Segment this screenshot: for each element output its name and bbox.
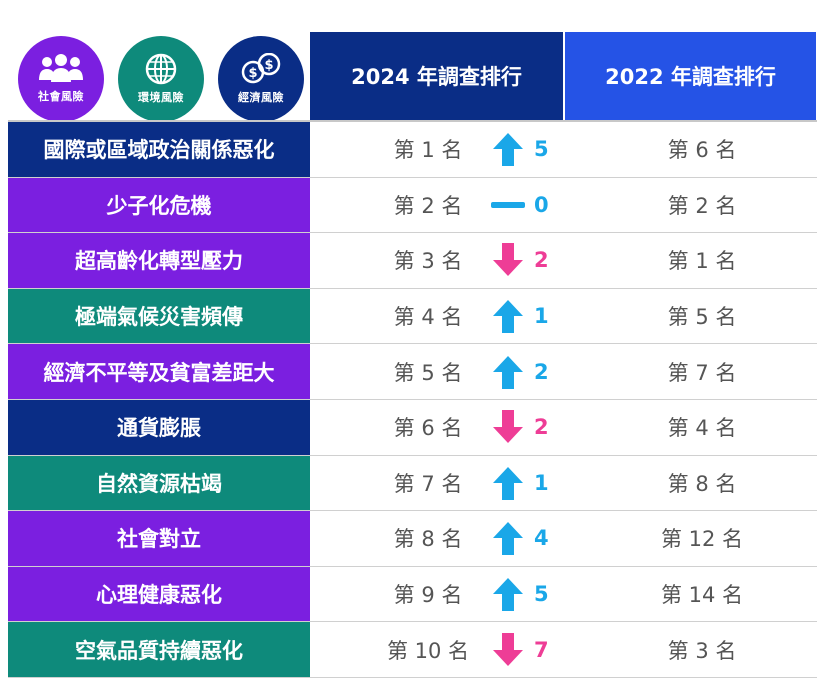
- arrow-up-icon: [488, 289, 528, 344]
- risk-category-legend: 社會風險 環境風險 $ $ 經濟風險: [8, 32, 308, 122]
- rank-2024: 第 4 名: [393, 305, 463, 330]
- rank-change: 5: [534, 582, 549, 607]
- risk-name: 超高齡化轉型壓力: [8, 233, 310, 288]
- rank-2022: 第 2 名: [667, 193, 737, 218]
- table-row: 國際或區域政治關係惡化 第 1 名 5 第 6 名: [8, 120, 817, 178]
- legend-label: 環境風險: [138, 91, 184, 104]
- svg-text:$: $: [248, 66, 257, 81]
- rank-change: 2: [534, 359, 549, 384]
- risk-name: 極端氣候災害頻傳: [8, 288, 310, 344]
- coins-icon: $ $: [241, 53, 281, 85]
- arrow-up-icon: [488, 122, 528, 177]
- arrow-down-icon: [488, 400, 528, 455]
- table-row: 自然資源枯竭 第 7 名 1 第 8 名: [8, 455, 817, 512]
- dash-icon: [488, 178, 528, 233]
- arrow-up-icon: [488, 344, 528, 399]
- rank-change: 1: [534, 304, 549, 329]
- legend-social-risk: 社會風險: [18, 36, 104, 122]
- header-2022-ranking: 2022 年調查排行: [565, 32, 816, 120]
- risk-name: 通貨膨脹: [8, 399, 310, 455]
- risk-name: 少子化危機: [8, 177, 310, 233]
- rank-2022: 第 5 名: [667, 305, 737, 330]
- rank-2024: 第 10 名: [386, 638, 470, 663]
- table-row: 心理健康惡化 第 9 名 5 第 14 名: [8, 566, 817, 623]
- legend-label: 社會風險: [38, 90, 84, 103]
- rank-2022: 第 6 名: [667, 138, 737, 163]
- header-2024-ranking: 2024 年調查排行: [310, 32, 563, 120]
- rank-change: 5: [534, 137, 549, 162]
- risk-name: 國際或區域政治關係惡化: [8, 122, 310, 177]
- risk-name: 經濟不平等及貧富差距大: [8, 344, 310, 399]
- risk-name: 自然資源枯竭: [8, 455, 310, 511]
- rank-2022: 第 1 名: [667, 249, 737, 274]
- arrow-up-icon: [488, 456, 528, 511]
- risk-name: 空氣品質持續惡化: [8, 622, 310, 677]
- table-row: 空氣品質持續惡化 第 10 名 7 第 3 名: [8, 622, 817, 678]
- rank-2022: 第 12 名: [660, 527, 744, 552]
- arrow-up-icon: [488, 511, 528, 566]
- rank-2022: 第 7 名: [667, 360, 737, 385]
- legend-environment-risk: 環境風險: [118, 36, 204, 122]
- rank-change: 7: [534, 637, 549, 662]
- rank-2024: 第 6 名: [393, 416, 463, 441]
- arrow-down-icon: [488, 233, 528, 288]
- rank-change: 2: [534, 415, 549, 440]
- rank-change: 0: [534, 192, 549, 217]
- rank-2022: 第 14 名: [660, 583, 744, 608]
- globe-icon: [145, 53, 177, 85]
- risk-name: 社會對立: [8, 511, 310, 566]
- rank-2022: 第 3 名: [667, 638, 737, 663]
- table-row: 極端氣候災害頻傳 第 4 名 1 第 5 名: [8, 288, 817, 345]
- table-row: 社會對立 第 8 名 4 第 12 名: [8, 511, 817, 567]
- rank-change: 4: [534, 526, 549, 551]
- rank-2024: 第 7 名: [393, 471, 463, 496]
- rank-2022: 第 8 名: [667, 471, 737, 496]
- rank-change: 1: [534, 470, 549, 495]
- risk-name: 心理健康惡化: [8, 566, 310, 622]
- arrow-down-icon: [488, 622, 528, 677]
- rank-2024: 第 3 名: [393, 249, 463, 274]
- legend-label: 經濟風險: [238, 91, 284, 104]
- rank-2022: 第 4 名: [667, 416, 737, 441]
- rank-2024: 第 5 名: [393, 360, 463, 385]
- rank-change: 2: [534, 248, 549, 273]
- legend-economic-risk: $ $ 經濟風險: [218, 36, 304, 122]
- rank-2024: 第 9 名: [393, 583, 463, 608]
- arrow-up-icon: [488, 567, 528, 622]
- rank-2024: 第 1 名: [393, 138, 463, 163]
- table-row: 超高齡化轉型壓力 第 3 名 2 第 1 名: [8, 233, 817, 289]
- table-row: 少子化危機 第 2 名 0 第 2 名: [8, 177, 817, 234]
- svg-text:$: $: [264, 58, 273, 73]
- people-icon: [38, 54, 84, 84]
- rank-2024: 第 2 名: [393, 193, 463, 218]
- table-row: 通貨膨脹 第 6 名 2 第 4 名: [8, 399, 817, 456]
- rank-2024: 第 8 名: [393, 527, 463, 552]
- table-row: 經濟不平等及貧富差距大 第 5 名 2 第 7 名: [8, 344, 817, 400]
